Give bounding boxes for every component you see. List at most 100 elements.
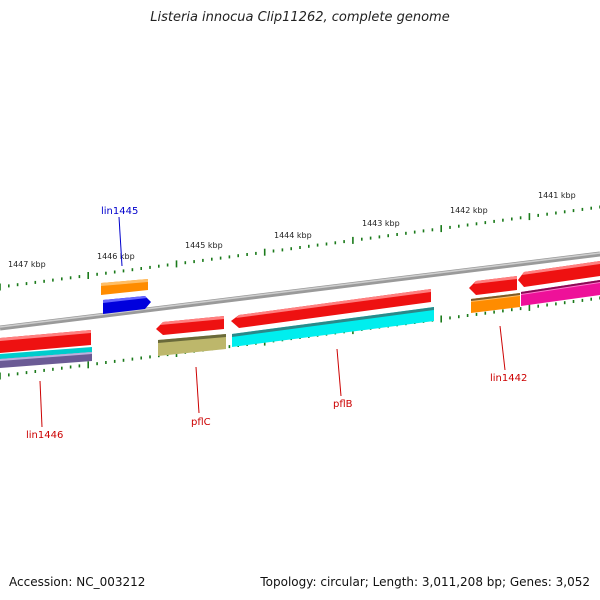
gene-label-pflC[interactable]: pflC	[191, 417, 211, 428]
scale-tick-minor	[413, 230, 416, 234]
scale-tick-major	[528, 213, 531, 221]
leader-pflB	[336, 348, 342, 397]
scale-tick-minor	[590, 206, 592, 210]
scale-tick-minor	[387, 234, 389, 238]
scale-tick-major	[87, 361, 89, 369]
scale-tick-minor	[131, 268, 134, 272]
scale-tick-minor	[140, 267, 142, 270]
gene-pflB-cyan[interactable]	[232, 307, 434, 347]
scale-tick-minor	[193, 260, 195, 264]
scale-tick-minor	[484, 221, 487, 225]
scale-tick-minor	[378, 235, 381, 239]
scale-tick-minor	[449, 316, 451, 320]
scale-tick-minor	[563, 210, 566, 214]
gene-pflB-red[interactable]	[231, 289, 431, 328]
scale-tick-minor	[211, 257, 213, 261]
gene-label-lin1442[interactable]: lin1442	[490, 373, 527, 384]
scale-tick-minor	[290, 247, 292, 251]
gene-lin1441-magenta[interactable]	[521, 280, 600, 306]
scale-tick-minor	[34, 370, 37, 373]
scale-tick-minor	[96, 272, 98, 276]
scale-tick-minor	[555, 211, 557, 215]
scale-tick-minor	[78, 275, 81, 279]
scale-tick-major	[87, 272, 89, 279]
scale-tick-minor	[369, 236, 372, 240]
scale-tick-major	[352, 236, 354, 244]
scale-tick-minor	[484, 311, 487, 315]
scale-tick-major	[0, 283, 1, 291]
scale-tick-minor	[43, 368, 45, 372]
scale-tick-major	[0, 372, 1, 380]
outer-scale-ticks	[0, 205, 600, 291]
scale-tick-minor	[308, 244, 310, 248]
scale-tick-minor	[519, 216, 522, 220]
scale-tick-minor	[113, 270, 116, 274]
scale-tick-major	[263, 248, 266, 256]
scale-tick-minor	[228, 345, 231, 349]
scale-tick-minor	[140, 356, 142, 360]
scale-tick-minor	[281, 248, 284, 252]
scale-tick-minor	[131, 357, 134, 361]
scale-tick-minor	[78, 364, 81, 368]
gene-lin1441-red[interactable]	[518, 261, 600, 287]
scale-tick-minor	[325, 242, 328, 246]
map-title: Listeria innocua Clip11262, complete gen…	[150, 10, 450, 25]
gene-lin1446-purple[interactable]	[0, 352, 92, 368]
scale-tick-major	[440, 315, 442, 323]
scale-tick-minor	[184, 261, 187, 265]
genome-backbone-highlight	[0, 252, 600, 328]
scale-tick-minor	[25, 371, 28, 375]
scale-tick-major	[175, 260, 178, 268]
gene-label-lin1445[interactable]: lin1445	[101, 206, 138, 217]
gene-label-pflB[interactable]: pflB	[333, 399, 353, 410]
scale-tick-minor	[458, 224, 460, 228]
scale-tick-minor	[511, 308, 513, 312]
scale-tick-minor	[34, 280, 37, 284]
scale-tick-minor	[581, 298, 584, 302]
scale-tick-minor	[96, 362, 98, 366]
gene-lin1446-cyan[interactable]	[0, 347, 92, 359]
scale-tick-minor	[52, 278, 54, 282]
scale-tick-minor	[502, 218, 504, 222]
scale-tick-minor	[122, 358, 125, 362]
scale-tick-minor	[25, 282, 28, 286]
scale-tick-minor	[158, 264, 160, 268]
scale-tick-minor	[334, 241, 337, 245]
scale-tick-minor	[299, 246, 301, 249]
gene-label-lin1446[interactable]: lin1446	[26, 430, 63, 441]
scale-tick-minor	[555, 302, 557, 306]
scale-tick-minor	[405, 231, 407, 235]
gene-pflC-red[interactable]	[156, 316, 224, 335]
leader-lin1445	[118, 216, 123, 267]
scale-tick-minor	[52, 367, 54, 371]
scale-tick-minor	[511, 217, 513, 221]
scale-label-1447: 1447 kbp	[8, 260, 46, 269]
scale-tick-minor	[458, 315, 460, 319]
scale-tick-minor	[396, 233, 398, 236]
scale-tick-minor	[8, 373, 10, 377]
scale-tick-minor	[166, 263, 169, 267]
scale-tick-minor	[149, 265, 151, 269]
leader-lin1446	[39, 380, 43, 428]
scale-tick-minor	[519, 307, 522, 311]
scale-tick-minor	[502, 309, 504, 313]
leader-pflC	[195, 366, 200, 414]
scale-tick-minor	[493, 310, 495, 314]
scale-label-1444: 1444 kbp	[274, 231, 312, 240]
scale-tick-minor	[219, 256, 222, 260]
scale-tick-minor	[343, 240, 345, 244]
gene-lin1446-red[interactable]	[0, 330, 91, 353]
scale-tick-minor	[466, 314, 469, 317]
scale-tick-minor	[546, 303, 548, 307]
scale-tick-minor	[8, 284, 10, 288]
scale-tick-minor	[246, 253, 248, 256]
scale-label-1443: 1443 kbp	[362, 219, 400, 228]
scale-tick-major	[440, 225, 442, 233]
scale-tick-minor	[466, 223, 469, 227]
scale-tick-minor	[581, 207, 584, 211]
scale-tick-minor	[449, 225, 451, 229]
scale-tick-minor	[422, 229, 425, 233]
leader-lin1442	[499, 325, 506, 371]
